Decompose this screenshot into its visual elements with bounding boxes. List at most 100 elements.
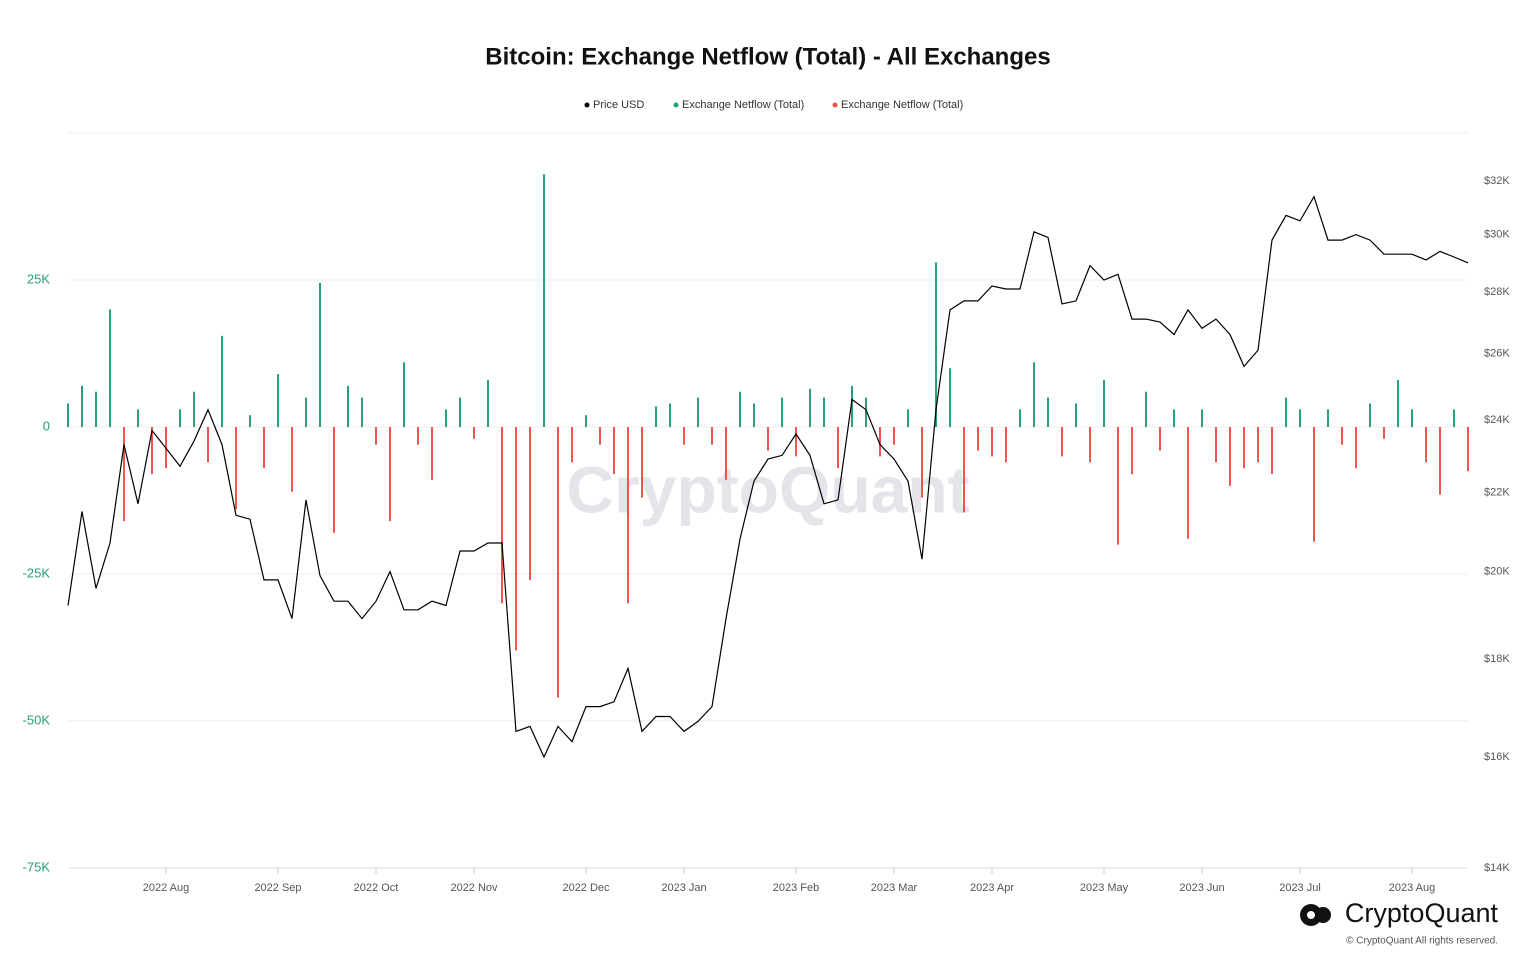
netflow-bar [1355,427,1357,469]
y2-tick-label: $20K [1484,565,1510,577]
netflow-bar [235,427,237,510]
netflow-bar [375,427,377,445]
logo-text: CryptoQuant [1345,898,1499,928]
netflow-bar [431,427,433,480]
x-tick-label: 2023 Jan [661,882,706,894]
netflow-bar [473,427,475,439]
y-tick-label: 25K [27,271,50,286]
netflow-bar [1019,409,1021,427]
legend-label: Price USD [593,99,644,111]
netflow-bar [879,427,881,457]
netflow-bar [1299,409,1301,427]
netflow-bar [305,397,307,427]
netflow-bar [207,427,209,463]
netflow-bar [949,368,951,427]
x-tick-label: 2022 Aug [143,882,190,894]
x-tick-label: 2022 Oct [354,882,399,894]
netflow-bar [1145,391,1147,427]
netflow-bar [459,397,461,427]
netflow-bar [991,427,993,457]
netflow-bar [921,427,923,498]
netflow-bar [361,397,363,427]
y-tick-label: 0 [43,418,50,433]
netflow-bar [1453,409,1455,427]
netflow-bar [1033,362,1035,427]
netflow-bar [795,427,797,457]
netflow-bar [67,403,69,427]
netflow-bar [865,397,867,427]
netflow-bar [599,427,601,445]
netflow-bar [1313,427,1315,542]
netflow-bar [1229,427,1231,486]
netflow-bar [249,415,251,427]
netflow-bar [851,385,853,427]
netflow-bar [697,397,699,427]
netflow-bar [123,427,125,522]
netflow-bar [347,385,349,427]
netflow-bar [1425,427,1427,463]
netflow-bar [319,282,321,427]
x-tick-label: 2023 Apr [970,882,1014,894]
netflow-bar [403,362,405,427]
chart-title: Bitcoin: Exchange Netflow (Total) - All … [485,43,1050,70]
netflow-bar [95,391,97,427]
netflow-bar [613,427,615,475]
netflow-bar [1383,427,1385,439]
y2-tick-label: $28K [1484,286,1510,298]
netflow-bar [935,262,937,427]
x-tick-label: 2023 Aug [1389,882,1436,894]
netflow-bar [1187,427,1189,539]
watermark: CryptoQuant [566,452,969,526]
netflow-bar [179,409,181,427]
netflow-bar [1215,427,1217,463]
y2-tick-label: $16K [1484,751,1510,763]
netflow-bar [1257,427,1259,463]
netflow-bar [487,379,489,427]
logo-icon [1300,904,1331,926]
netflow-bar [81,385,83,427]
netflow-bar [263,427,265,469]
y2-tick-label: $18K [1484,653,1510,665]
netflow-bar [221,335,223,427]
netflow-bar [1243,427,1245,469]
netflow-bar [725,427,727,480]
netflow-bar [711,427,713,445]
netflow-bar [1061,427,1063,457]
legend-marker [584,102,590,108]
x-tick-label: 2023 Feb [773,882,819,894]
netflow-bar [655,406,657,427]
netflow-bar [557,427,559,698]
legend-marker [832,102,838,108]
netflow-bar [837,427,839,469]
y2-tick-label: $30K [1484,228,1510,240]
netflow-bar [683,427,685,445]
netflow-bar [627,427,629,604]
netflow-bar [1117,427,1119,545]
legend-label: Exchange Netflow (Total) [682,99,804,111]
netflow-bar [963,427,965,513]
y-tick-label: -75K [23,859,51,874]
netflow-bar [907,409,909,427]
x-tick-label: 2023 Mar [871,882,918,894]
x-tick-label: 2023 May [1080,882,1129,894]
y-tick-label: -25K [23,565,51,580]
y2-tick-label: $14K [1484,862,1510,874]
netflow-bar [823,397,825,427]
netflow-bar [333,427,335,533]
netflow-bar [585,415,587,427]
netflow-bar [529,427,531,580]
netflow-bar [1103,379,1105,427]
netflow-bar [809,388,811,427]
netflow-bar [641,427,643,498]
netflow-bar [151,427,153,475]
legend-label: Exchange Netflow (Total) [841,99,963,111]
netflow-bar [1089,427,1091,463]
netflow-bar [1285,397,1287,427]
netflow-bar [977,427,979,451]
x-tick-label: 2022 Dec [562,882,610,894]
price-line [67,195,1469,759]
netflow-bar [1173,409,1175,427]
y-tick-label: -50K [23,712,51,727]
legend-marker [673,102,679,108]
netflow-bar [543,174,545,427]
